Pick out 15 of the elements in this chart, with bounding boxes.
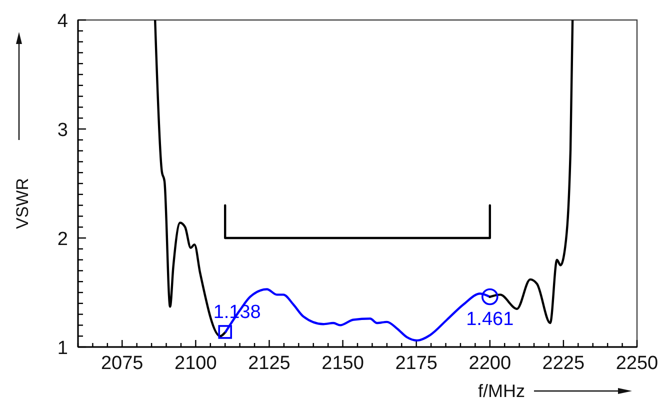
y-tick-label: 2	[57, 229, 68, 250]
y-tick-label: 1	[57, 338, 68, 359]
y-tick-label: 3	[57, 120, 68, 141]
x-tick-label: 2075	[100, 353, 144, 374]
x-tick-label: 2125	[248, 353, 290, 374]
x-tick-label: 2250	[616, 353, 658, 374]
x-tick-label: 2175	[395, 353, 438, 374]
x-tick-label: 2200	[468, 353, 512, 374]
x-tick-label: 2100	[174, 353, 217, 374]
y-tick-label: 4	[57, 11, 68, 32]
annotation: 1.461	[466, 308, 514, 330]
x-axis-title: f/MHz	[478, 381, 525, 401]
x-tick-label: 2150	[322, 353, 364, 374]
y-axis-title: VSWR	[13, 178, 32, 229]
x-tick-label: 2225	[542, 353, 585, 374]
